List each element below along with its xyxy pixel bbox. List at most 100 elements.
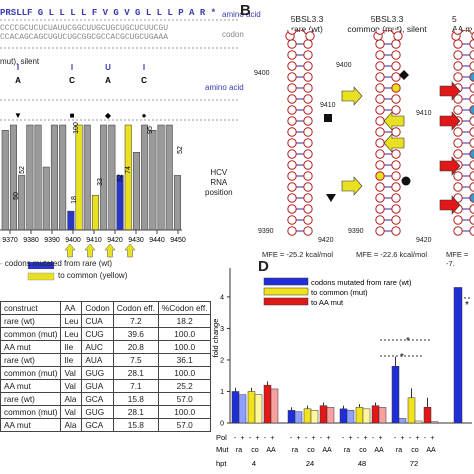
fold-change-chart: fold change 0 1 2 3 4 codons mutated from ra… — [211, 268, 472, 468]
pol-value-label: + — [378, 435, 382, 442]
nucleotide — [303, 72, 313, 82]
nucleotide — [287, 149, 297, 159]
square-icon — [324, 114, 332, 122]
nucleotide — [391, 83, 401, 93]
nucleotide — [391, 105, 401, 115]
fold-change-bar — [231, 391, 240, 424]
nucleotide — [471, 31, 474, 41]
pol-value-label: + — [255, 435, 259, 442]
nucleotide — [469, 182, 474, 192]
nucleotide — [303, 160, 313, 170]
table-header: Codon eff. — [112, 301, 159, 315]
up-arrow-icon — [104, 243, 116, 258]
pol-value-label: - — [357, 435, 360, 442]
amino-acid-sequence: PRSLLF G L L L L F V G V G L L L P A R * — [0, 8, 217, 18]
bar-value-label: 74 — [125, 166, 132, 174]
pol-value-label: + — [326, 435, 330, 442]
panel-letter-b: B — [240, 2, 251, 19]
hcv-position-label: HCV RNA position — [205, 168, 233, 197]
codon-bar — [108, 124, 116, 231]
table-cell: 15.8 — [112, 418, 159, 432]
hpt-value-label: 72 — [410, 459, 418, 468]
table-cell: 57.0 — [157, 392, 212, 406]
codon-label: codon — [222, 30, 244, 39]
nucleotide — [391, 182, 401, 192]
table-cell: Ile — [60, 340, 83, 354]
nucleotide — [381, 30, 389, 32]
fold-change-bar — [407, 397, 416, 424]
table-cell: Val — [60, 366, 83, 380]
x-tick-label: 9370 — [2, 237, 18, 244]
nucleotide — [287, 61, 297, 71]
legend-a-label-1: - codons mutated from rare (wt) — [0, 259, 113, 268]
nucleotide — [287, 116, 297, 126]
table-cell: 100.0 — [157, 340, 212, 354]
nucleotide — [303, 215, 313, 225]
table-cell: common (mut) — [0, 327, 62, 341]
structure-1-title: 5BSL3.3 rare (wt) — [290, 14, 324, 34]
nucleotide — [287, 105, 297, 115]
codon-bar — [59, 124, 67, 231]
codon-bar — [9, 124, 17, 231]
mut-value-label: co — [251, 447, 259, 454]
pol-value-label: + — [311, 435, 315, 442]
nucleotide — [287, 171, 297, 181]
nucleotide — [375, 215, 385, 225]
x-tick-label: 9380 — [23, 237, 39, 244]
pol-value-label: - — [305, 435, 308, 442]
nucleotide — [303, 149, 313, 159]
fold-change-bar — [398, 418, 407, 424]
nucleotide — [303, 193, 313, 203]
nucleotide — [391, 149, 401, 159]
nucleotide — [287, 50, 297, 60]
nucleotide — [469, 105, 474, 115]
up-arrow-icon — [124, 243, 136, 258]
pol-value-label: - — [290, 435, 293, 442]
bar-value-label: 95 — [147, 126, 154, 134]
table-row: rare (wt) Ala GCA 15.8 57.0 — [0, 392, 212, 406]
fold-change-bar — [294, 411, 303, 424]
codon-bar — [67, 210, 75, 231]
nucleotide — [287, 72, 297, 82]
bar-value-label: 52 — [177, 146, 184, 154]
codon-sequence-1: CCCCGCUCUCUAUUCGGCUUGCUGCUGCUCUUCGU — [0, 24, 169, 33]
mfe-label-1: MFE = -25.2 kcal/mol — [262, 250, 334, 259]
table-header: AA — [60, 301, 83, 315]
table-cell: GCA — [81, 392, 114, 406]
nucleotide — [391, 61, 401, 71]
nucleotide — [453, 226, 463, 236]
nucleotide — [303, 171, 313, 181]
mut-base-letter: C — [141, 76, 147, 85]
nucleotide — [303, 50, 313, 60]
codon-bar — [75, 124, 83, 231]
pol-value-label: + — [415, 435, 419, 442]
pol-value-label: - — [320, 435, 323, 442]
codon-bar — [50, 124, 58, 231]
nucleotide — [469, 193, 474, 203]
legend-swatch-yellow — [263, 287, 309, 296]
nucleotide — [375, 105, 385, 115]
nucleotide — [469, 61, 474, 71]
position-label: 9390 — [348, 228, 364, 235]
bar-value-label: 52 — [19, 166, 26, 174]
nucleotide — [453, 50, 463, 60]
table-cell: common (mut) — [0, 366, 62, 380]
table-row: common (mut) Val GUG 28.1 100.0 — [0, 405, 212, 419]
codon-bar — [165, 124, 173, 231]
nucleotide — [469, 116, 474, 126]
hpt-value-label: 48 — [358, 459, 366, 468]
nucleotide — [303, 39, 313, 49]
pol-value-label: - — [394, 435, 397, 442]
nucleotide — [469, 72, 474, 82]
table-cell: 39.6 — [112, 327, 159, 341]
table-cell: Val — [60, 379, 83, 393]
mut-symbol-icon: ● — [142, 111, 147, 120]
triangle-icon — [326, 194, 336, 202]
nucleotide — [303, 105, 313, 115]
fold-change-bar — [254, 394, 263, 424]
up-arrow-icon — [64, 243, 76, 258]
amino-acid-label-2: amino acid — [205, 83, 244, 92]
table-cell: CUG — [81, 327, 114, 341]
table-cell: rare (wt) — [0, 353, 62, 367]
nucleotide — [287, 127, 297, 137]
